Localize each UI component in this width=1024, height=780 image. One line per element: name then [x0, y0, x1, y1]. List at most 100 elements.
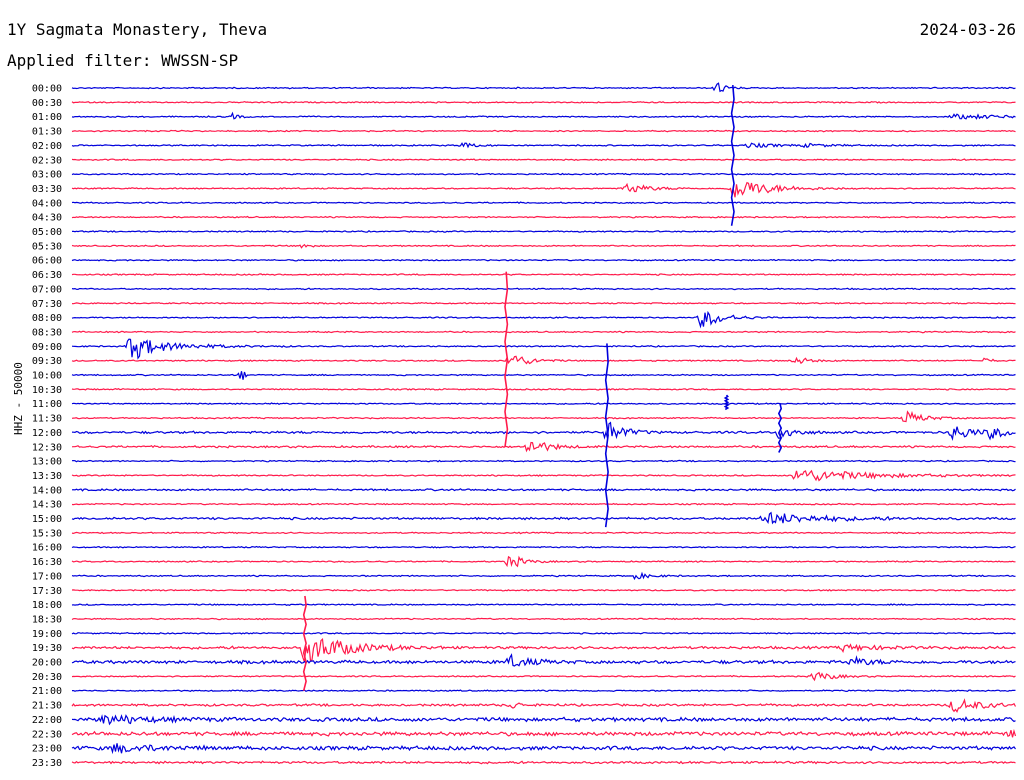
event-spike [777, 403, 783, 453]
row-time-label: 11:30 [32, 414, 62, 425]
row-time-label: 02:00 [32, 141, 62, 152]
row-time-label: 13:30 [32, 471, 62, 482]
row-time-label: 16:00 [32, 543, 62, 554]
row-time-label: 05:30 [32, 241, 62, 252]
trace-line [71, 511, 1016, 525]
trace-line [71, 287, 1016, 291]
trace-line [71, 129, 1016, 133]
trace-line [71, 201, 1016, 205]
event-spike [302, 595, 307, 691]
trace-line [71, 459, 1016, 463]
row-time-label: 08:30 [32, 327, 62, 338]
event-spike [730, 85, 735, 226]
row-time-label: 18:00 [32, 600, 62, 611]
trace-line [71, 301, 1016, 305]
trace-line [71, 158, 1016, 162]
row-time-label: 23:00 [32, 744, 62, 755]
trace-line [71, 760, 1016, 765]
row-time-label: 09:00 [32, 342, 62, 353]
trace-line [71, 714, 1016, 726]
row-time-label: 17:00 [32, 571, 62, 582]
row-time-label: 01:00 [32, 112, 62, 123]
trace-line [71, 243, 1016, 249]
row-time-label: 01:30 [32, 127, 62, 138]
row-time-label: 10:00 [32, 371, 62, 382]
row-time-label: 11:00 [32, 399, 62, 410]
event-spike [504, 271, 509, 447]
trace-line [71, 671, 1016, 682]
trace-line [71, 743, 1016, 755]
row-time-label: 20:00 [32, 658, 62, 669]
trace-line [71, 402, 1016, 406]
trace-line [71, 421, 1016, 442]
row-time-label: 04:00 [32, 198, 62, 209]
trace-line [71, 82, 1016, 93]
row-time-label: 10:30 [32, 385, 62, 396]
row-time-label: 13:00 [32, 457, 62, 468]
trace-line [71, 653, 1016, 667]
row-time-label: 00:00 [32, 84, 62, 95]
trace-line [71, 469, 1016, 482]
trace-line [71, 728, 1017, 738]
trace-line [71, 631, 1016, 635]
row-time-label: 02:30 [32, 155, 62, 166]
trace-line [71, 371, 1016, 380]
trace-line [71, 230, 1016, 233]
row-time-label: 12:00 [32, 428, 62, 439]
station-title: 1Y Sagmata Monastery, Theva [7, 20, 268, 39]
row-time-label: 15:30 [32, 528, 62, 539]
row-time-label: 21:30 [32, 701, 62, 712]
row-time-label: 09:30 [32, 356, 62, 367]
trace-line [71, 698, 1017, 713]
trace-line [71, 588, 1016, 592]
row-time-label: 15:00 [32, 514, 62, 525]
trace-line [71, 338, 1016, 360]
row-time-label: 00:30 [32, 98, 62, 109]
trace-line [71, 111, 1016, 120]
row-time-label: 17:30 [32, 586, 62, 597]
row-time-label: 16:30 [32, 557, 62, 568]
row-time-label: 20:30 [32, 672, 62, 683]
row-time-label: 21:00 [32, 686, 62, 697]
trace-line [71, 441, 1016, 453]
plot-date: 2024-03-26 [919, 20, 1016, 39]
trace-line [71, 555, 1016, 568]
trace-line [71, 571, 1016, 581]
trace-line [71, 330, 1016, 334]
row-time-label: 03:30 [32, 184, 62, 195]
row-time-label: 07:30 [32, 299, 62, 310]
event-spike [723, 394, 730, 411]
row-time-label: 04:30 [32, 213, 62, 224]
row-time-label: 06:00 [32, 256, 62, 267]
trace-line [71, 487, 1016, 492]
row-time-label: 12:30 [32, 442, 62, 453]
row-time-label: 19:00 [32, 629, 62, 640]
row-time-label: 03:00 [32, 170, 62, 181]
row-time-label: 06:30 [32, 270, 62, 281]
trace-line [71, 310, 1016, 329]
trace-line [71, 637, 1016, 663]
row-time-label: 19:30 [32, 643, 62, 654]
row-time-label: 22:30 [32, 729, 62, 740]
trace-line [71, 531, 1016, 535]
event-spike [604, 343, 609, 528]
row-time-label: 18:30 [32, 614, 62, 625]
trace-line [71, 545, 1016, 549]
trace-line [71, 273, 1016, 276]
row-time-label: 23:30 [32, 758, 62, 769]
trace-line [71, 502, 1016, 506]
trace-line [71, 142, 1016, 149]
row-time-label: 14:00 [32, 485, 62, 496]
trace-line [71, 603, 1016, 606]
filter-label: Applied filter: WWSSN-SP [7, 51, 239, 70]
row-time-label: 07:00 [32, 284, 62, 295]
trace-line [71, 355, 1016, 365]
trace-line [71, 387, 1016, 391]
trace-line [71, 172, 1016, 176]
row-time-label: 14:30 [32, 500, 62, 511]
trace-line [72, 689, 1016, 693]
row-time-label: 08:00 [32, 313, 62, 324]
trace-line [71, 410, 1016, 423]
trace-line [71, 181, 1016, 198]
